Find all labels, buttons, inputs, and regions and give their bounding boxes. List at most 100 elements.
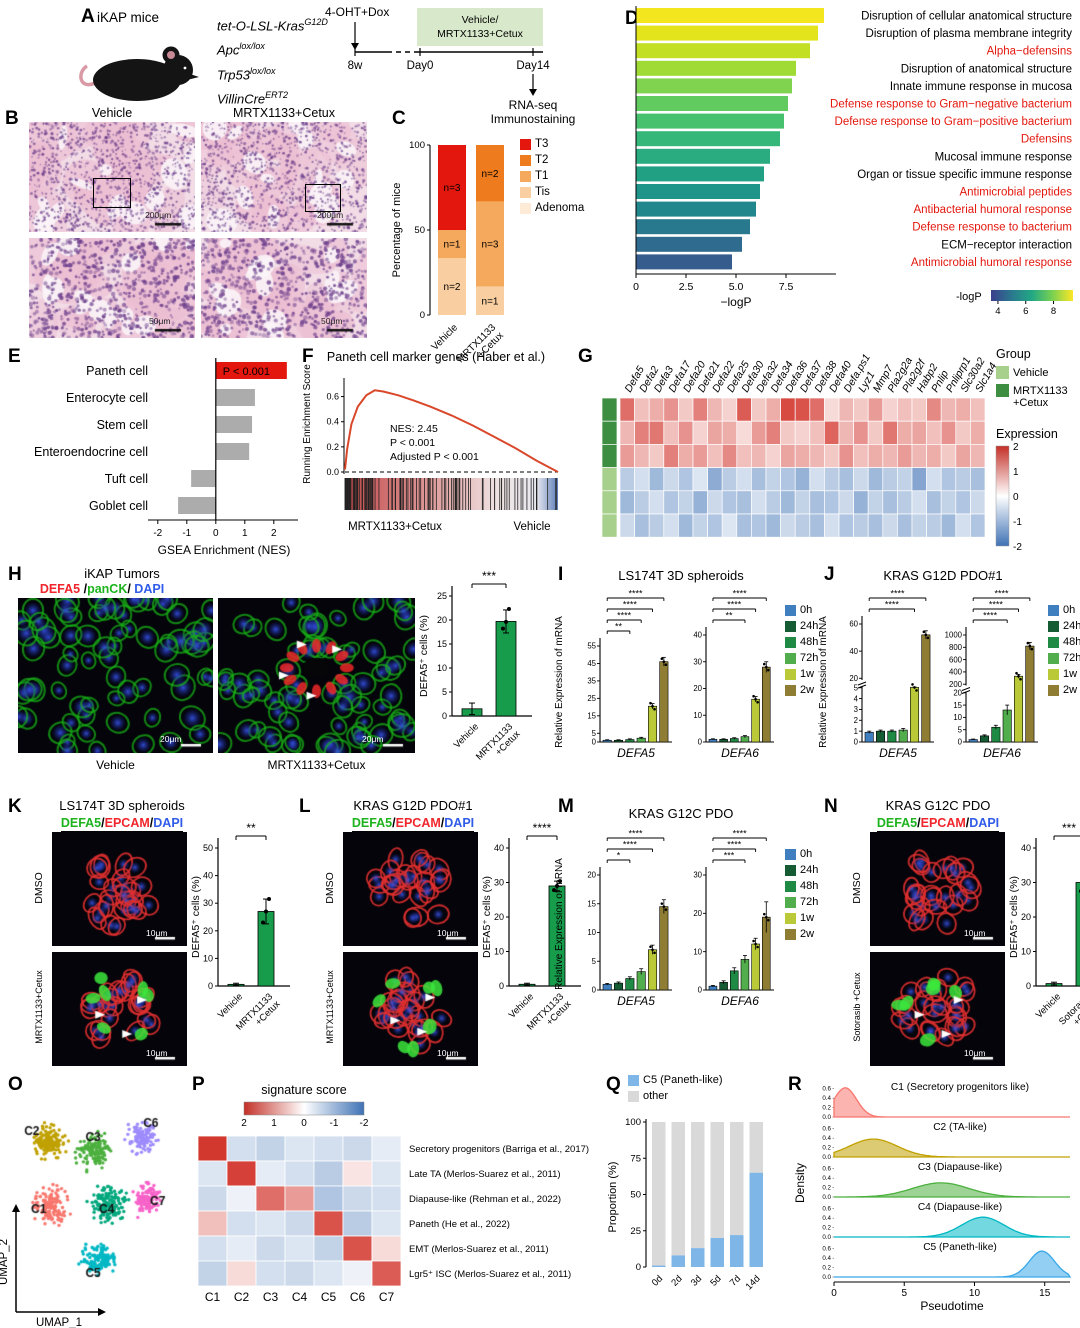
heat-cell	[838, 420, 854, 445]
legend-item: 72h	[785, 896, 818, 908]
label: Disruption of plasma membrane integrity	[866, 28, 1073, 40]
label: 4	[854, 694, 859, 703]
label: 0.6	[822, 1126, 831, 1133]
defa6-qpcr-chart: 051015202004006008001000************DEFA…	[945, 589, 1038, 760]
img-label-treated: Sotorasib +Cetux	[852, 972, 862, 1042]
go-bar	[636, 219, 750, 235]
bar	[751, 943, 760, 991]
timepoint-legend: 0h 24h 48h 72h 1w 2w	[785, 848, 818, 944]
heat-cell	[313, 1210, 344, 1237]
c5-segment	[652, 1265, 666, 1267]
heat-cell	[867, 420, 884, 445]
signature-label: Secretory progenitors (Barriga et al., 2…	[409, 1144, 589, 1155]
heat-cell	[648, 397, 665, 422]
bar	[762, 666, 771, 743]
label: 200	[949, 680, 963, 689]
data-point	[660, 657, 664, 661]
heat-cell	[663, 444, 679, 468]
label: 0.2	[822, 1225, 831, 1232]
label: 10	[953, 713, 962, 722]
go-bar	[636, 131, 780, 147]
data-point	[754, 697, 757, 701]
label: 1000	[945, 631, 963, 640]
label: 0	[1013, 492, 1019, 503]
scale-label: 50μm	[321, 316, 343, 326]
stain-part: /	[440, 816, 445, 830]
label: 4-OHT+Dox	[325, 5, 389, 19]
density-curve	[834, 1182, 1070, 1198]
heat-cell	[284, 1235, 315, 1262]
label: 0	[698, 986, 703, 995]
label: 0.4	[822, 1135, 831, 1142]
img-label-treated: MRTX1133+Cetux	[34, 970, 44, 1044]
panel-i: I LS174T 3D spheroids Relative Expressio…	[552, 562, 820, 794]
heat-cell	[692, 444, 708, 468]
signature-label: Diapause-like (Rehman et al., 2022)	[409, 1194, 561, 1205]
group-cell	[601, 490, 618, 515]
genotype-line: Apclox/lox	[217, 41, 265, 58]
panel-d: D Disruption of cellular anatomical stru…	[620, 2, 1080, 317]
label: 5	[442, 687, 447, 697]
stain-part: EPCAM	[395, 816, 441, 830]
group-cell	[601, 444, 618, 468]
label: 20	[587, 871, 596, 880]
data-point	[651, 948, 654, 952]
label: 0.0	[326, 467, 339, 477]
label: DEFA5⁺ cells (%)	[190, 876, 202, 958]
legend-label: 24h	[1063, 620, 1080, 632]
legend-swatch	[628, 1074, 639, 1086]
go-bar	[636, 201, 756, 217]
heat-cell	[940, 467, 957, 492]
label: 0	[499, 981, 504, 991]
scale-label: 10μm	[146, 928, 168, 938]
heat-cell	[765, 397, 781, 422]
heat-cell	[721, 444, 738, 468]
label: 35	[587, 677, 596, 686]
heat-cell	[707, 420, 723, 445]
label: Mucosal immune response	[935, 151, 1072, 163]
heat-cell	[707, 467, 723, 492]
label: GSEA Enrichment (NES)	[158, 543, 291, 557]
heat-cell	[313, 1185, 344, 1212]
gene-name: DEFA6	[721, 994, 759, 1008]
legend-label: 72h	[800, 896, 819, 908]
label: −logP	[720, 295, 751, 309]
he-zoom-treated	[201, 238, 367, 338]
heat-cell	[824, 420, 840, 445]
legend-swatch	[785, 912, 796, 924]
heat-cell	[751, 513, 767, 538]
bar	[740, 959, 750, 991]
heat-cell	[911, 397, 927, 422]
stain-part: DAPI	[444, 816, 475, 830]
heat-cell	[809, 397, 825, 422]
heat-cell	[780, 397, 796, 422]
label: 20	[693, 909, 702, 918]
heat-cell	[809, 490, 825, 515]
label: 0	[633, 281, 639, 293]
svg-text:3d: 3d	[689, 1273, 704, 1288]
significance: ***	[482, 569, 496, 583]
panel-m-label: M	[558, 796, 574, 817]
label: 2.5	[679, 281, 694, 293]
stain-caption: DEFA5/EPCAM/DAPI	[876, 816, 1000, 832]
heat-cell	[663, 513, 679, 538]
label: 15	[953, 701, 962, 710]
label: Antimicrobial humoral response	[911, 257, 1072, 269]
heat-cell	[736, 444, 752, 468]
grade-segment	[476, 201, 504, 287]
scale-label: 10μm	[437, 928, 459, 938]
label: Percentage of mice	[391, 183, 403, 278]
heat-cell	[955, 490, 971, 515]
legend-item: T3	[520, 138, 584, 150]
heat-cell	[882, 420, 898, 445]
heat-cell	[926, 513, 942, 538]
gsea-nes-bar-chart: Paneth cell Enterocyte cell Stem cell Enter…	[34, 358, 298, 557]
label: Relative Expression of mRNA	[818, 616, 829, 748]
stain-part: DAPI	[969, 816, 1000, 830]
label: 15	[587, 899, 596, 908]
heat-cell	[780, 513, 796, 538]
stain-part: EPCAM	[920, 816, 966, 830]
gsea-enrichment-plot: Running Enrichment Score 0.0 0.2 0.4 0.6 MRTX…	[302, 364, 559, 533]
heat-cell	[197, 1210, 228, 1237]
